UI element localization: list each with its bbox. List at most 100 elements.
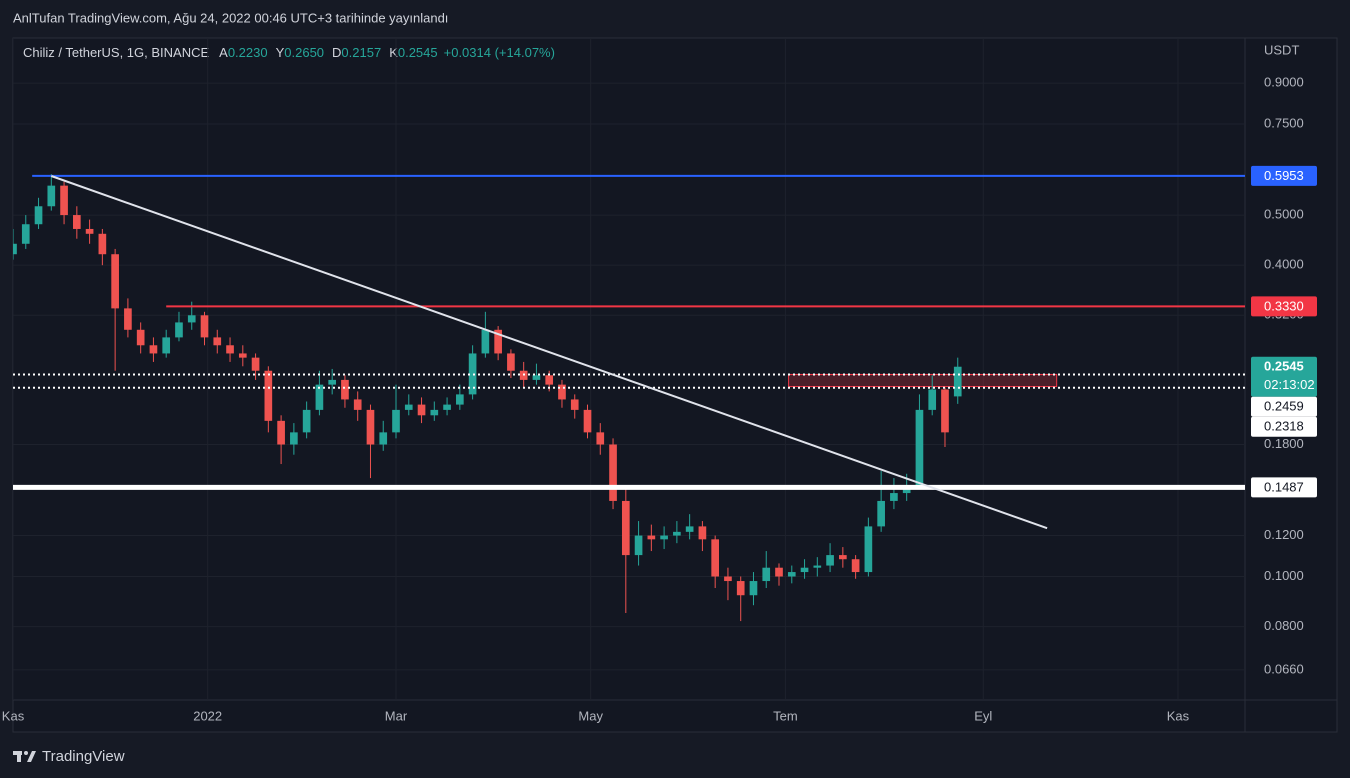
candle-body: [21, 224, 30, 244]
candle-body: [238, 353, 247, 358]
candle-body: [392, 409, 400, 433]
price-label-bg: [1251, 416, 1317, 437]
candle-body: [928, 389, 937, 410]
candle-body: [353, 399, 362, 410]
candle-body: [736, 581, 745, 596]
price-label: 0.2459: [1264, 399, 1304, 414]
candle-body: [915, 409, 924, 486]
candle-body: [456, 394, 464, 405]
candle-body: [953, 366, 962, 397]
candle-body: [545, 375, 554, 385]
x-tick-label: Tem: [773, 708, 798, 723]
candle-body: [136, 329, 145, 346]
y-tick-label: 0.9000: [1264, 75, 1304, 90]
candle-body: [647, 535, 656, 540]
x-tick-label: Mar: [385, 708, 408, 723]
header-value: 0.2230: [228, 45, 268, 60]
published-note: AnlTufan TradingView.com, Ağu 24, 2022 0…: [13, 10, 448, 25]
brand-name: TradingView: [42, 748, 125, 765]
trendline: [50, 175, 1048, 530]
candle-body: [302, 409, 311, 433]
candle-body: [124, 308, 132, 330]
chart-panel: [12, 37, 1338, 733]
candle-body: [149, 345, 158, 354]
y-tick-label: 0.0660: [1264, 661, 1304, 676]
candle-body: [404, 404, 413, 410]
header-letter: K: [389, 45, 398, 60]
price-label-bg: [1251, 356, 1317, 397]
price-label-bg: [1251, 296, 1317, 317]
header-title: Chiliz / TetherUS, 1G, BINANCE: [23, 45, 209, 60]
price-label: 0.5953: [1264, 168, 1304, 183]
candle-body: [813, 565, 822, 568]
candle-body: [187, 315, 196, 323]
candle-body: [507, 353, 515, 371]
candle-body: [558, 384, 566, 400]
candle-body: [532, 375, 541, 380]
candle-body: [749, 581, 758, 596]
candle-body: [111, 254, 119, 309]
candle-body: [290, 432, 298, 445]
x-tick-label: Kas: [2, 708, 25, 723]
candle-body: [826, 555, 834, 566]
candle-body: [864, 526, 873, 573]
x-tick-label: May: [578, 708, 603, 723]
y-tick-label: 0.5000: [1264, 207, 1304, 222]
candle-body: [277, 420, 285, 445]
candle-body: [800, 567, 809, 573]
candle-body: [570, 399, 579, 410]
candle-body: [162, 337, 171, 354]
candle-body: [660, 535, 668, 540]
x-tick-label: Kas: [1167, 708, 1190, 723]
candle-body: [60, 185, 68, 216]
y-tick-label: 0.1000: [1264, 568, 1304, 583]
candle-body: [621, 500, 630, 556]
header-value: 0.2545: [398, 45, 438, 60]
candle-body: [583, 409, 592, 433]
candle-body: [379, 432, 388, 445]
zone: [788, 373, 1058, 388]
candle-body: [175, 322, 183, 338]
candle-body: [417, 404, 426, 416]
candle-body: [328, 379, 337, 385]
candle-body: [609, 444, 617, 501]
candle-body: [98, 233, 107, 255]
header-letter: D: [332, 45, 341, 60]
candle-body: [73, 215, 81, 229]
candle-body: [264, 370, 273, 421]
y-tick-label: 0.4000: [1264, 257, 1304, 272]
candle-body: [226, 345, 234, 354]
x-tick-label: Eyl: [974, 708, 992, 723]
candle-body: [762, 567, 771, 582]
y-axis-unit: USDT: [1264, 42, 1299, 57]
plot-area: [13, 38, 1245, 700]
y-tick-label: 0.1200: [1264, 527, 1304, 542]
candle-body: [673, 531, 681, 536]
candle-body: [468, 353, 477, 395]
candle-body: [685, 526, 694, 532]
candle-body: [13, 243, 17, 255]
y-tick-label: 0.0800: [1264, 618, 1304, 633]
candle-body: [596, 432, 605, 445]
candle-body: [839, 555, 847, 560]
candle-body: [851, 559, 860, 573]
brand-logo: [13, 751, 36, 762]
candle-body: [251, 357, 260, 371]
price-label: 0.3330: [1264, 298, 1304, 313]
countdown: 02:13:02: [1264, 377, 1315, 392]
candle-body: [941, 389, 949, 433]
x-tick-label: 2022: [193, 708, 222, 723]
header-value: 0.2157: [341, 45, 381, 60]
candle-body: [481, 329, 490, 354]
candle-body: [711, 539, 720, 577]
candle-body: [366, 409, 375, 445]
header-change: +0.0314 (+14.07%): [444, 45, 555, 60]
candle-body: [890, 493, 898, 501]
candle-body: [47, 185, 56, 207]
candle-body: [443, 404, 451, 410]
price-label: 0.1487: [1264, 479, 1304, 494]
candle-body: [34, 206, 43, 225]
candle-body: [213, 337, 222, 346]
price-label-bg: [1251, 396, 1317, 417]
